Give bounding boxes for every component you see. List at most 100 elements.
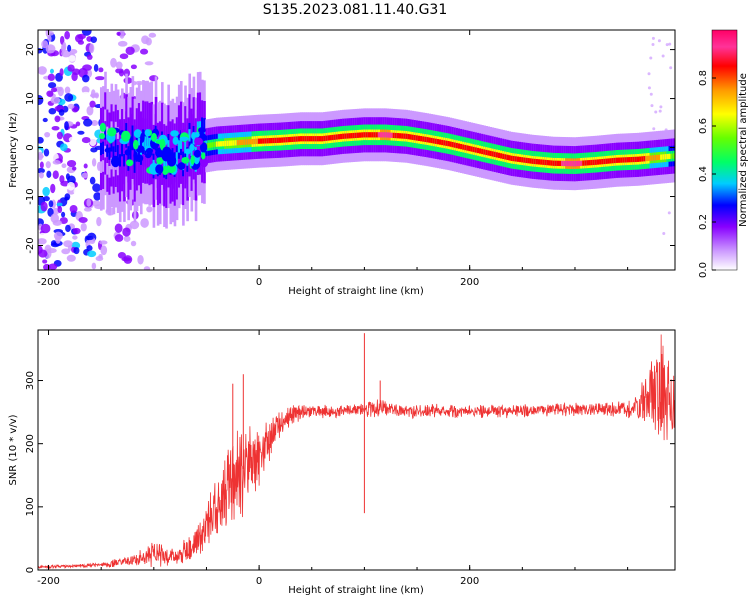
ridge-cell [474, 147, 478, 153]
ridge-cell [453, 142, 457, 148]
noise-blob [47, 207, 54, 217]
noise-blob [64, 86, 71, 94]
noise-blob [143, 266, 151, 270]
noise-blob [68, 55, 76, 62]
noise-blob [81, 30, 92, 36]
colorbar-label: Normalized spectral amplitude [738, 73, 749, 227]
ridge-cell [144, 136, 147, 149]
snr-y-label: SNR (10 * v/v) [8, 414, 19, 485]
ridge-cell [594, 159, 598, 165]
ridge-cell [432, 138, 436, 144]
ridge-cell [373, 132, 377, 138]
ridge-cell [457, 143, 461, 149]
noise-blob [93, 64, 99, 72]
ridge-blob [145, 147, 154, 154]
ridge-cell [268, 138, 272, 144]
ridge-cell [664, 154, 667, 160]
ridge-cell [624, 157, 627, 163]
noise-blob [38, 238, 47, 245]
noise-blob [59, 262, 70, 270]
ridge-cell [209, 142, 213, 148]
noise-blob [654, 110, 658, 114]
ridge-cell [670, 153, 674, 159]
ridge-cell [497, 152, 501, 159]
ridge-cell [603, 158, 606, 165]
ridge-cell [632, 156, 636, 163]
noise-blob [53, 231, 63, 240]
ridge-cell [439, 139, 442, 145]
ridge-cell [573, 161, 577, 167]
ridge-cell [540, 159, 543, 165]
ridge-cell [529, 158, 533, 164]
noise-blob [58, 109, 65, 116]
noise-blob [96, 216, 102, 227]
snr-series [38, 333, 675, 570]
noise-blob [662, 231, 666, 235]
noise-blob [52, 160, 61, 165]
ridge-cell [645, 155, 648, 162]
ridge-cell [257, 138, 261, 144]
noise-blob [649, 92, 653, 96]
ridge-cell [426, 137, 429, 143]
noise-blob [115, 61, 123, 70]
noise-blob [81, 172, 88, 179]
ridge-cell [102, 141, 105, 155]
ridge-cell [253, 138, 257, 145]
noise-blob [89, 43, 95, 54]
noise-blob [66, 254, 76, 262]
snr-y-ticks: 0 100 200 300 [25, 371, 675, 573]
y-tick-label: 20 [25, 43, 36, 56]
noise-blob [110, 57, 117, 68]
ridge-cell [367, 132, 371, 138]
noise-blob [89, 136, 97, 147]
noise-blob [125, 46, 135, 55]
ridge-cell [460, 143, 463, 150]
noise-blob [50, 213, 60, 223]
x-tick-label: 200 [460, 277, 479, 288]
noise-blob [66, 159, 77, 168]
ridge-cell [262, 138, 265, 144]
ridge-cell [127, 152, 130, 165]
ridge-cell [352, 132, 356, 139]
ridge-cell [565, 160, 568, 167]
snr-line [38, 334, 675, 570]
ridge-cell [285, 137, 288, 143]
ridge-cell [329, 135, 333, 141]
ridge-blob [193, 132, 200, 138]
ridge-cell [234, 140, 238, 146]
ridge-cell [281, 137, 284, 143]
noise-blob [145, 37, 152, 46]
ridge-cell [356, 132, 360, 138]
ridge-cell [506, 154, 509, 160]
ridge-cell [369, 132, 373, 138]
ridge-cell [639, 156, 642, 162]
ridge-cell [177, 140, 181, 153]
ridge-cell [386, 132, 389, 138]
noise-blob [89, 176, 96, 185]
noise-blob [647, 86, 651, 90]
ridge-cell [133, 154, 137, 167]
ridge-cell [561, 160, 564, 167]
ridge-cell [377, 132, 381, 138]
ridge-cell [304, 136, 307, 142]
x-tick-label: 200 [460, 576, 479, 587]
noise-blob [93, 192, 102, 201]
noise-blob [67, 44, 72, 52]
ridge-cell [310, 136, 314, 142]
ridge-cell [398, 133, 402, 139]
noise-blob [669, 66, 673, 70]
ridge-cell [344, 133, 347, 139]
ridge-blob [199, 142, 208, 153]
ridge-cell [137, 138, 141, 151]
ridge-cell [658, 154, 661, 160]
ridge-cell [615, 157, 619, 163]
ridge-cell [607, 158, 611, 164]
ridge-cell [596, 159, 600, 165]
noise-blob [128, 264, 138, 270]
ridge-cell [516, 156, 520, 162]
ridge-cell [270, 137, 274, 144]
ridge-blob [177, 162, 186, 170]
ridge-cell [413, 135, 417, 141]
noise-blob [41, 40, 49, 49]
noise-blob [123, 77, 133, 84]
